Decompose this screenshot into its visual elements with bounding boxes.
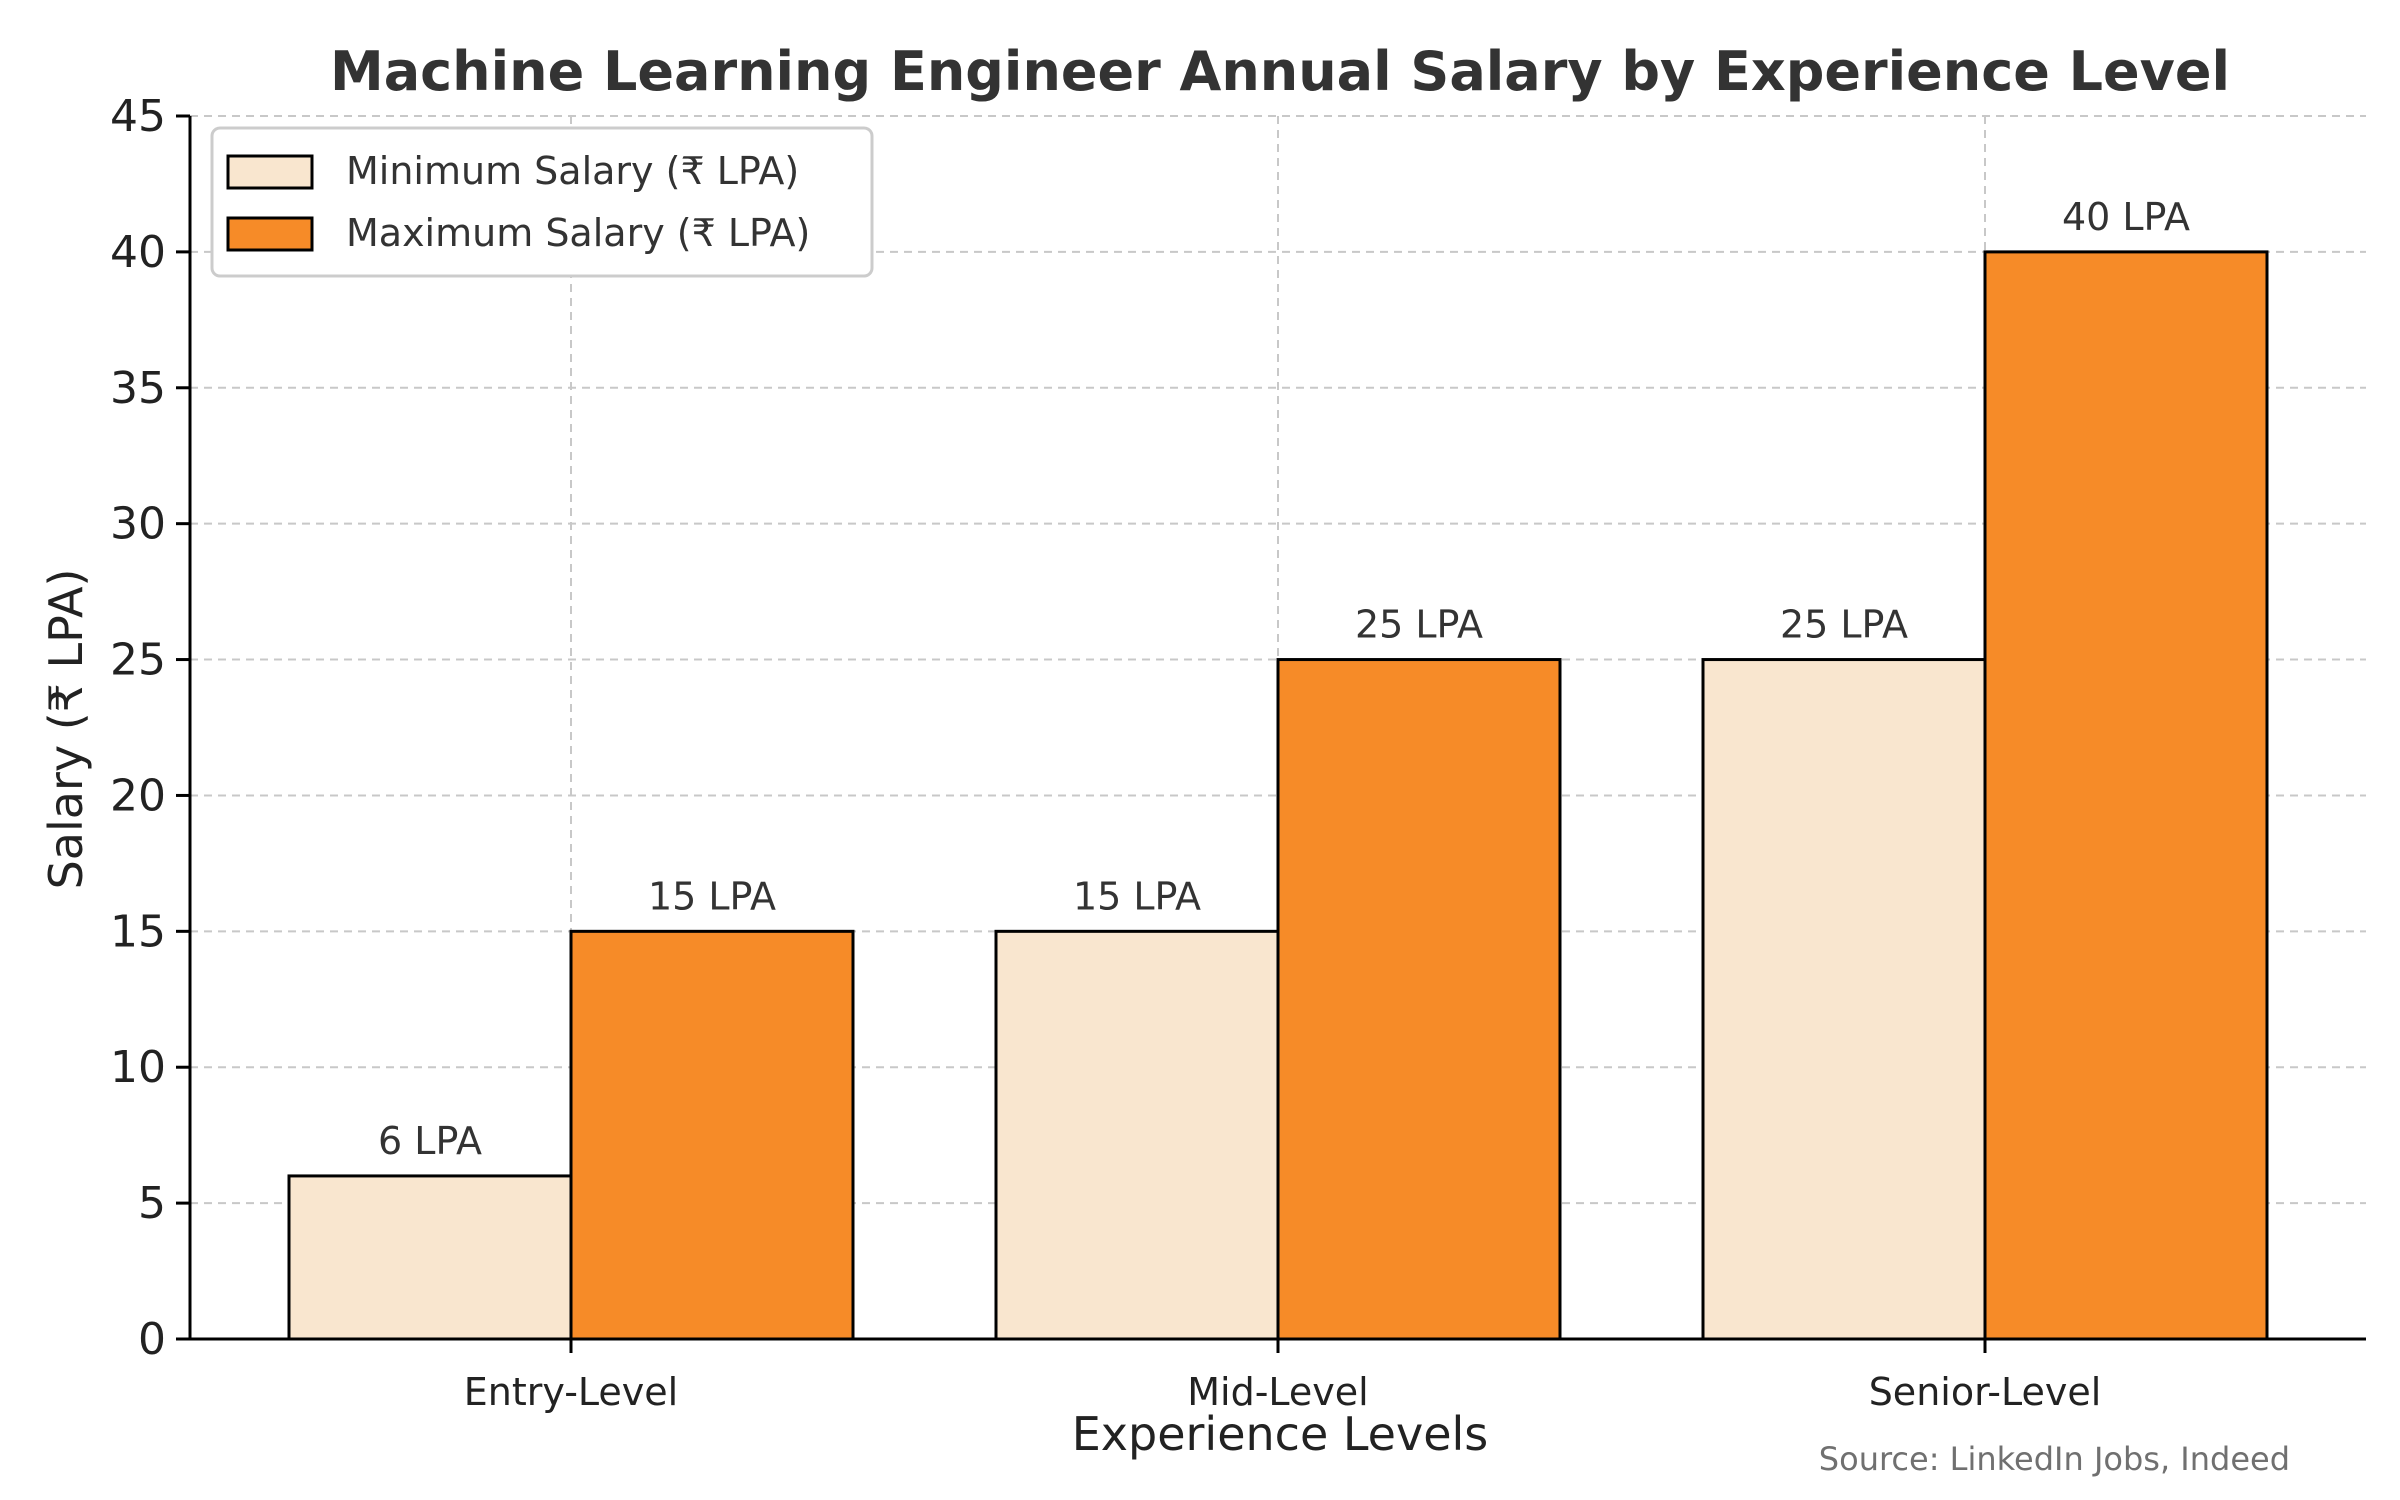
bar-maximum-salary (1276, 658, 1562, 1341)
bar-minimum-salary (287, 1174, 573, 1341)
bars (287, 250, 2269, 1341)
legend-swatch-maximum (226, 216, 314, 252)
bar-label-maximum: 40 LPA (2062, 195, 2190, 239)
x-tick-label: Senior-Level (1869, 1370, 2102, 1414)
legend: Minimum Salary (₹ LPA) Maximum Salary (₹… (210, 126, 874, 278)
y-tick-label: 15 (110, 906, 166, 957)
bar-maximum-salary (1983, 250, 2269, 1341)
bar-label-minimum: 15 LPA (1073, 874, 1201, 918)
y-tick-label: 5 (138, 1178, 166, 1229)
bar-value-labels: 6 LPA 15 LPA 15 LPA 25 LPA 25 LPA 40 LPA (378, 195, 2190, 1163)
y-tick-label: 0 (138, 1314, 166, 1365)
x-axis-label: Experience Levels (1072, 1407, 1489, 1461)
y-tick-label: 25 (110, 635, 166, 686)
source-note: Source: LinkedIn Jobs, Indeed (1819, 1440, 2290, 1478)
y-tick-label: 45 (110, 91, 166, 142)
legend-label-minimum: Minimum Salary (₹ LPA) (346, 149, 799, 193)
bar-maximum-salary (569, 929, 855, 1341)
bar-label-minimum: 6 LPA (378, 1119, 482, 1163)
legend-label-maximum: Maximum Salary (₹ LPA) (346, 211, 810, 255)
bar-minimum-salary (1701, 658, 1987, 1341)
axes: 0 5 10 15 20 25 30 35 40 45 Entry-Level Mid-Level Se… (110, 91, 2366, 1414)
y-tick-label: 40 (110, 227, 166, 278)
x-tick-label: Entry-Level (464, 1370, 678, 1414)
legend-frame (210, 126, 874, 278)
y-tick-label: 10 (110, 1042, 166, 1093)
bar-label-minimum: 25 LPA (1780, 603, 1908, 647)
bar-label-maximum: 25 LPA (1355, 603, 1483, 647)
chart-title: Machine Learning Engineer Annual Salary … (330, 40, 2230, 103)
bar-label-maximum: 15 LPA (648, 874, 776, 918)
y-tick-label: 35 (110, 363, 166, 414)
y-tick-label: 30 (110, 499, 166, 550)
y-axis-label: Salary (₹ LPA) (39, 569, 93, 890)
bar-minimum-salary (994, 929, 1280, 1341)
legend-swatch-minimum (226, 154, 314, 190)
y-tick-label: 20 (110, 770, 166, 821)
x-tick-label: Mid-Level (1187, 1370, 1368, 1414)
